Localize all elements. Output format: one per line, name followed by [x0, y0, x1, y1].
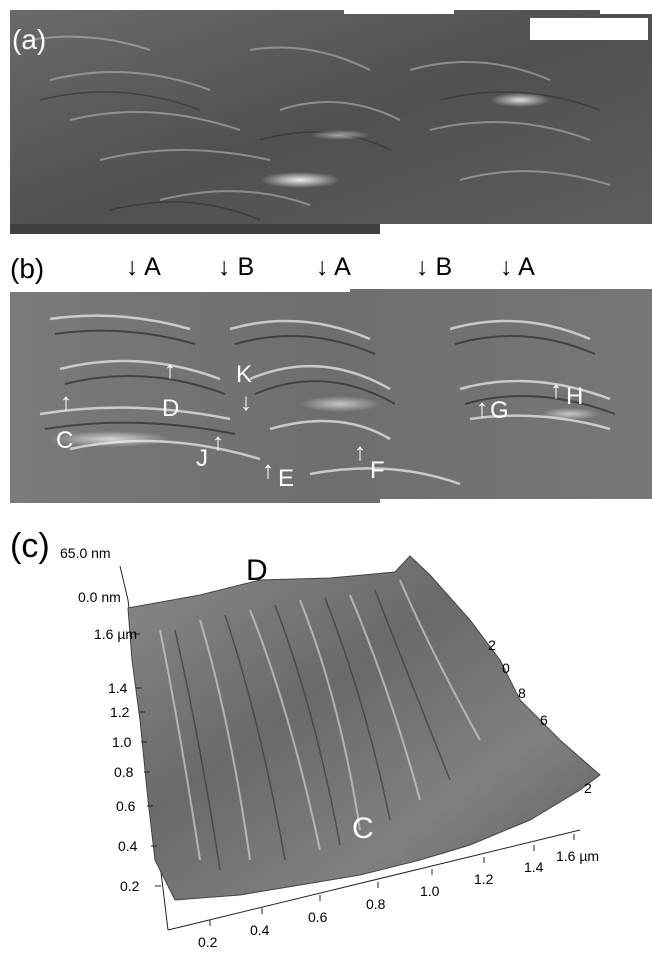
right-tick-5: 2 [584, 780, 592, 796]
panel-c-label: (c) [10, 527, 50, 565]
left-tick-1: 1.6 µm [94, 626, 138, 642]
label-c: C [56, 427, 74, 454]
right-tick-3: 8 [518, 685, 526, 701]
panel-b-label: (b) [10, 253, 45, 284]
arrow-d: ↑ [164, 357, 176, 384]
z-max-label: 65.0 nm [60, 545, 111, 561]
arrow-j: ↑ [212, 429, 224, 456]
right-tick-2: 0 [502, 660, 510, 676]
afm-amplitude-image [10, 289, 652, 503]
arrow-g: ↑ [476, 395, 488, 422]
peak-label-c: C [352, 812, 374, 845]
label-e: E [278, 465, 295, 492]
panel-b: ↑ C ↑ D K ↓ J ↑ ↑ E ↑ F ↑ G ↑ H [10, 289, 652, 503]
label-g: G [490, 397, 509, 424]
label-j: J [196, 445, 208, 472]
bottom-tick-4: 0.8 [366, 896, 386, 912]
label-d: D [162, 395, 180, 422]
bottom-tick-5: 1.0 [420, 883, 440, 899]
panel-a-label: (a) [12, 24, 47, 55]
label-f: F [370, 457, 385, 484]
z-min-label: 0.0 nm [78, 589, 121, 605]
arrow-k: ↓ [240, 389, 252, 416]
left-tick-6: 0.6 [116, 798, 136, 814]
bottom-tick-7: 1.4 [524, 859, 544, 875]
marker-a-1: ↓ A [126, 253, 161, 281]
label-k: K [236, 361, 253, 388]
panel-a: (a) [10, 10, 652, 234]
arrow-c: ↑ [60, 389, 72, 416]
arrow-f: ↑ [354, 439, 366, 466]
left-tick-5: 0.8 [114, 764, 134, 780]
left-tick-2: 1.4 [108, 680, 128, 696]
arrow-h: ↑ [550, 377, 562, 404]
bottom-tick-3: 0.6 [308, 909, 328, 925]
scale-bar [530, 18, 648, 40]
arrow-e: ↑ [262, 457, 274, 484]
bottom-tick-1: 0.2 [198, 934, 218, 950]
marker-a-2: ↓ A [316, 253, 351, 281]
marker-a-3: ↓ A [500, 253, 535, 281]
bottom-tick-6: 1.2 [474, 871, 494, 887]
right-tick-4: 6 [540, 712, 548, 728]
left-tick-7: 0.4 [118, 838, 138, 854]
left-tick-3: 1.2 [110, 704, 130, 720]
afm-surface [127, 555, 601, 901]
bottom-tick-8: 1.6 µm [556, 848, 600, 864]
left-tick-4: 1.0 [112, 734, 132, 750]
marker-b-1: ↓ B [218, 253, 255, 281]
sem-micrograph-image [10, 10, 652, 234]
bottom-tick-2: 0.4 [250, 922, 270, 938]
marker-b-2: ↓ B [416, 253, 453, 281]
right-tick-1: 2 [488, 637, 496, 653]
label-h: H [566, 383, 584, 410]
peak-label-d: D [246, 554, 268, 587]
left-tick-8: 0.2 [120, 878, 140, 894]
